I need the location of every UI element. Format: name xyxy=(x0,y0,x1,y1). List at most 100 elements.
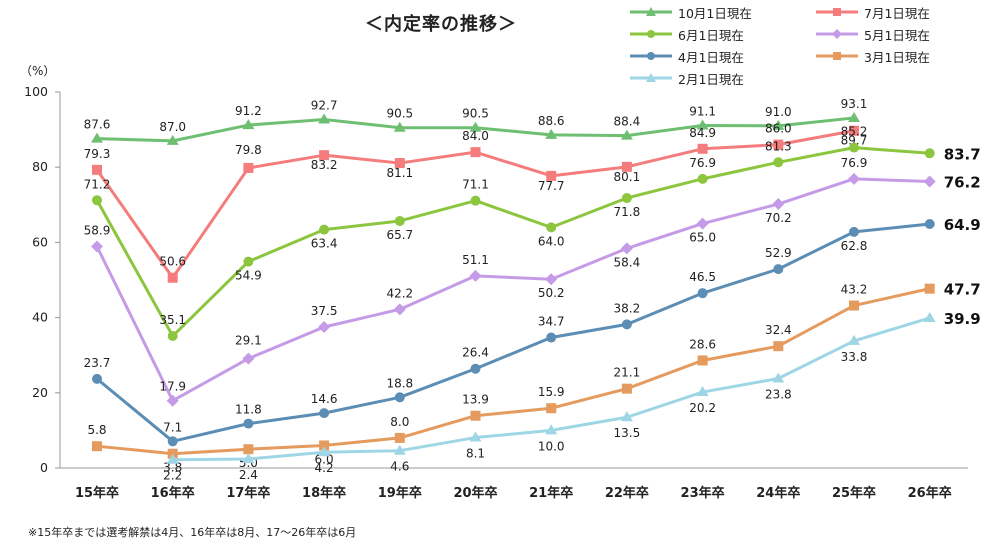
data-point xyxy=(319,440,330,451)
data-label: 71.2 xyxy=(84,177,111,191)
data-point xyxy=(167,272,178,283)
data-point xyxy=(167,436,178,447)
data-label: 88.6 xyxy=(538,114,565,128)
data-label: 77.7 xyxy=(538,179,565,193)
data-point xyxy=(924,218,935,229)
x-tick-label: 20年卒 xyxy=(453,485,497,501)
data-point xyxy=(697,143,708,154)
data-label: 64.0 xyxy=(538,234,565,248)
data-label: 29.1 xyxy=(235,334,262,348)
legend-item: 2月1日現在 xyxy=(628,68,744,88)
data-point xyxy=(167,448,178,459)
legend-item: 4月1日現在 xyxy=(628,46,744,66)
legend-item: 7月1日現在 xyxy=(814,2,930,22)
legend-item: 6月1日現在 xyxy=(628,24,744,44)
data-point xyxy=(318,321,331,333)
data-point xyxy=(696,217,709,230)
data-label: 62.8 xyxy=(841,239,868,253)
data-label: 87.0 xyxy=(159,120,186,134)
data-point xyxy=(924,148,935,159)
data-point xyxy=(92,373,102,384)
y-tick-label: 80 xyxy=(32,159,48,174)
data-label: 81.1 xyxy=(386,166,413,180)
data-label: 90.5 xyxy=(462,107,489,121)
legend-label: 6月1日現在 xyxy=(678,27,744,43)
data-label: 39.9 xyxy=(944,310,981,328)
data-point xyxy=(393,444,406,455)
data-label: 90.5 xyxy=(386,107,413,121)
y-tick-label: 60 xyxy=(32,234,48,249)
data-point xyxy=(166,453,179,464)
data-label: 7.1 xyxy=(163,420,182,434)
data-point xyxy=(319,224,330,235)
y-tick-label: 40 xyxy=(32,310,48,325)
data-point xyxy=(470,147,481,158)
data-point xyxy=(394,215,405,226)
data-label: 13.9 xyxy=(462,393,489,407)
x-tick-label: 26年卒 xyxy=(908,485,952,501)
data-point xyxy=(545,128,558,139)
data-point xyxy=(243,444,254,455)
data-point xyxy=(469,269,482,282)
data-point xyxy=(470,410,481,421)
data-label: 58.4 xyxy=(614,255,641,269)
data-label: 84.0 xyxy=(462,129,489,143)
data-point xyxy=(242,119,255,130)
data-label: 64.9 xyxy=(944,216,981,234)
data-point xyxy=(924,283,935,294)
data-point xyxy=(773,139,784,150)
data-label: 81.3 xyxy=(765,139,792,153)
data-point xyxy=(848,334,860,345)
legend-item: 5月1日現在 xyxy=(814,24,930,44)
data-label: 83.2 xyxy=(311,158,338,172)
series-line-6 xyxy=(96,287,931,456)
data-point xyxy=(92,441,102,452)
data-label: 92.7 xyxy=(311,98,338,112)
data-label: 91.0 xyxy=(765,105,792,119)
legend-label: 3月1日現在 xyxy=(864,49,930,65)
data-label: 51.1 xyxy=(462,253,489,267)
data-point xyxy=(92,195,102,206)
data-label: 76.2 xyxy=(944,173,981,191)
data-point xyxy=(621,319,632,330)
data-label: 87.6 xyxy=(84,118,111,132)
data-label: 34.7 xyxy=(538,315,565,329)
data-point xyxy=(243,256,254,267)
x-tick-label: 25年卒 xyxy=(832,485,876,501)
data-label: 33.8 xyxy=(841,350,868,364)
data-label: 14.6 xyxy=(311,392,338,406)
data-label: 70.2 xyxy=(765,211,792,225)
data-label: 8.0 xyxy=(390,415,409,429)
y-tick-label: 100 xyxy=(24,84,48,99)
data-label: 43.2 xyxy=(841,283,868,297)
data-label: 71.1 xyxy=(462,178,489,192)
data-label: 13.5 xyxy=(614,426,641,440)
data-label: 76.9 xyxy=(689,156,716,170)
data-point xyxy=(848,111,860,122)
x-tick-label: 17年卒 xyxy=(226,485,270,501)
data-label: 42.2 xyxy=(386,286,413,300)
data-label: 65.0 xyxy=(689,231,716,245)
data-point xyxy=(319,408,330,419)
data-label: 4.2 xyxy=(315,461,334,475)
data-point xyxy=(469,431,482,442)
data-point xyxy=(242,352,255,365)
data-point xyxy=(470,195,481,206)
data-point xyxy=(91,132,103,143)
data-label: 8.1 xyxy=(466,447,485,461)
data-point xyxy=(166,394,179,407)
x-tick-label: 19年卒 xyxy=(378,485,422,501)
data-point xyxy=(92,164,102,175)
data-label: 54.9 xyxy=(235,269,262,283)
data-label: 2.4 xyxy=(239,468,258,482)
data-point xyxy=(620,129,633,140)
series-line-4 xyxy=(95,177,930,403)
data-point xyxy=(696,119,709,130)
chart-footnote: ※15年卒までは選考解禁は4月、16年卒は8月、17〜26年卒は6月 xyxy=(28,526,357,539)
y-axis-unit-label: （%） xyxy=(20,64,56,78)
data-label: 23.8 xyxy=(765,388,792,402)
data-point xyxy=(773,341,784,352)
data-point xyxy=(470,363,481,374)
data-point xyxy=(923,311,936,322)
data-point xyxy=(696,386,709,397)
